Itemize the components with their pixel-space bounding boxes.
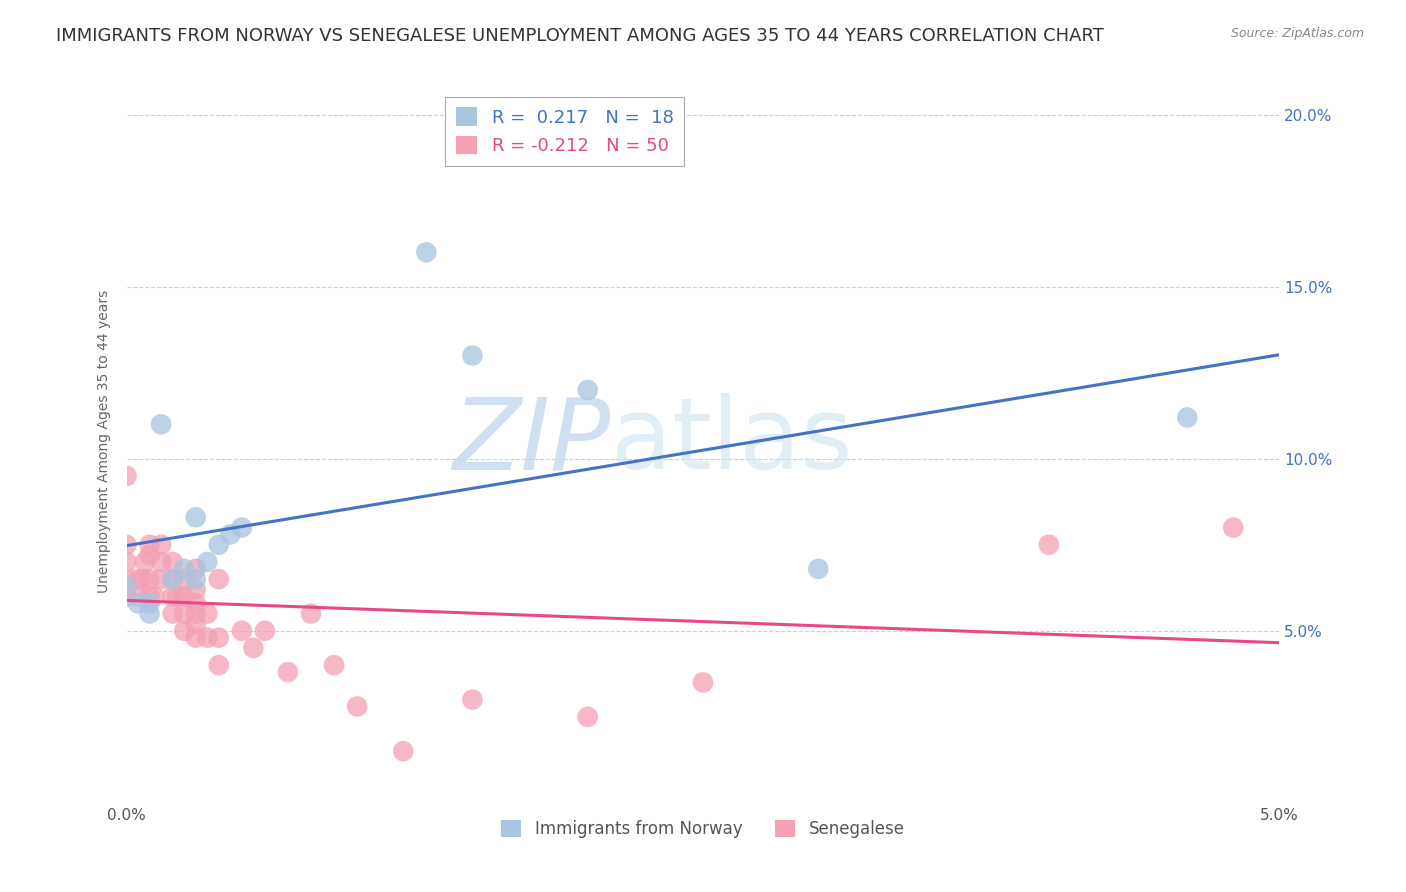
Point <box>253 624 276 638</box>
Point <box>162 590 184 604</box>
Point <box>807 562 830 576</box>
Point <box>143 590 166 604</box>
Point <box>138 538 160 552</box>
Point <box>115 555 138 569</box>
Point <box>127 590 149 604</box>
Point <box>115 469 138 483</box>
Point <box>115 590 138 604</box>
Point <box>242 640 264 655</box>
Point <box>576 383 599 397</box>
Point <box>461 349 484 363</box>
Point <box>173 590 195 604</box>
Text: ZIP: ZIP <box>453 393 610 490</box>
Point <box>346 699 368 714</box>
Point <box>219 527 242 541</box>
Text: atlas: atlas <box>610 393 852 490</box>
Point <box>1175 410 1198 425</box>
Point <box>231 520 253 534</box>
Point <box>138 607 160 621</box>
Point <box>231 624 253 638</box>
Point <box>392 744 415 758</box>
Point <box>150 417 173 432</box>
Point <box>131 572 153 586</box>
Point <box>692 675 714 690</box>
Point <box>162 607 184 621</box>
Point <box>184 596 207 610</box>
Point <box>184 582 207 597</box>
Y-axis label: Unemployment Among Ages 35 to 44 years: Unemployment Among Ages 35 to 44 years <box>97 290 111 593</box>
Point <box>208 538 231 552</box>
Point <box>150 538 173 552</box>
Point <box>127 596 149 610</box>
Point <box>115 538 138 552</box>
Point <box>173 624 195 638</box>
Point <box>195 607 218 621</box>
Point <box>323 658 346 673</box>
Point <box>184 631 207 645</box>
Point <box>195 631 218 645</box>
Point <box>173 562 195 576</box>
Point <box>166 590 188 604</box>
Point <box>277 665 299 679</box>
Text: IMMIGRANTS FROM NORWAY VS SENEGALESE UNEMPLOYMENT AMONG AGES 35 TO 44 YEARS CORR: IMMIGRANTS FROM NORWAY VS SENEGALESE UNE… <box>56 27 1104 45</box>
Point <box>415 245 437 260</box>
Legend: Immigrants from Norway, Senegalese: Immigrants from Norway, Senegalese <box>495 814 911 845</box>
Point <box>173 607 195 621</box>
Point <box>138 572 160 586</box>
Point <box>299 607 322 621</box>
Point <box>162 555 184 569</box>
Point <box>150 572 173 586</box>
Point <box>208 658 231 673</box>
Point <box>208 631 231 645</box>
Point <box>150 555 173 569</box>
Point <box>184 572 207 586</box>
Point <box>162 572 184 586</box>
Point <box>184 562 207 576</box>
Point <box>1038 538 1060 552</box>
Point <box>138 548 160 562</box>
Point <box>138 596 160 610</box>
Point <box>134 555 156 569</box>
Point <box>1222 520 1244 534</box>
Point <box>195 555 218 569</box>
Point <box>138 590 160 604</box>
Point <box>115 572 138 586</box>
Point <box>127 572 149 586</box>
Point <box>184 616 207 631</box>
Point <box>461 692 484 706</box>
Point <box>115 579 138 593</box>
Point <box>208 572 231 586</box>
Point <box>184 607 207 621</box>
Point <box>576 710 599 724</box>
Point <box>184 510 207 524</box>
Text: Source: ZipAtlas.com: Source: ZipAtlas.com <box>1230 27 1364 40</box>
Point <box>173 572 195 586</box>
Point <box>162 572 184 586</box>
